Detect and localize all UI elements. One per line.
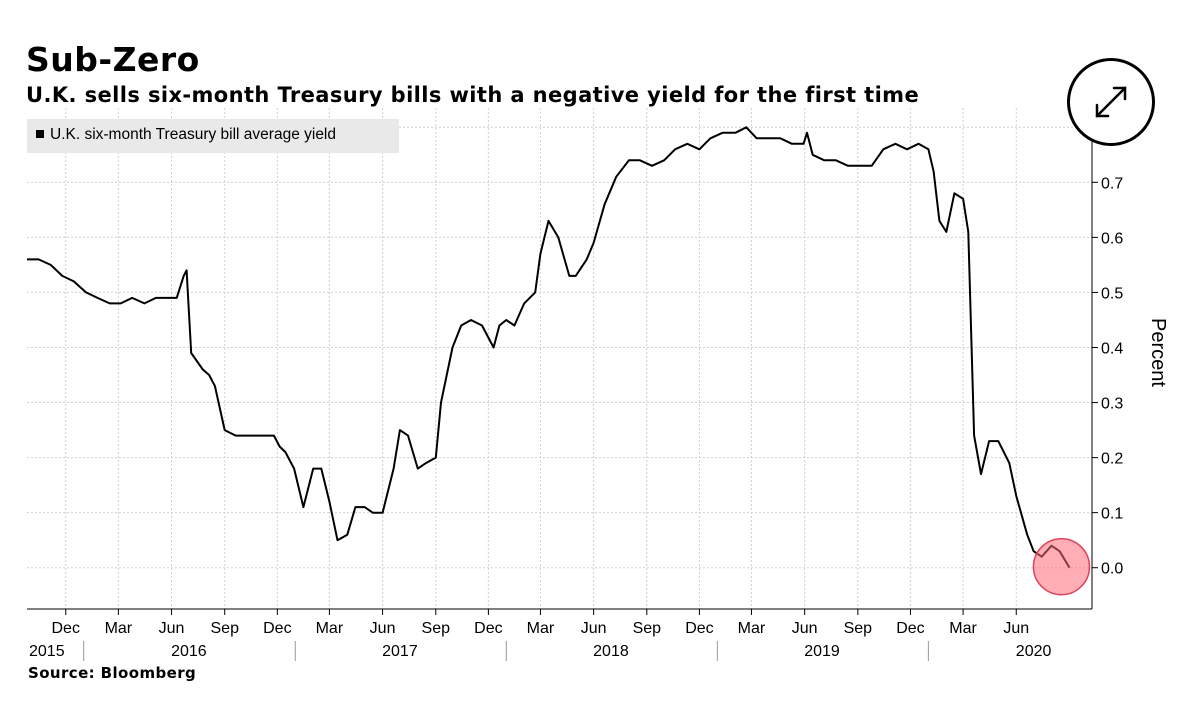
- legend-swatch: [36, 130, 44, 138]
- x-tick-label: Jun: [581, 620, 607, 637]
- x-tick-label: Jun: [792, 620, 818, 637]
- year-label: 2018: [593, 643, 629, 660]
- x-tick-label: Sep: [422, 620, 451, 637]
- y-tick-label: 0.1: [1101, 506, 1123, 523]
- series-line: [27, 126, 1071, 569]
- x-tick-label: Sep: [633, 620, 662, 637]
- x-tick-label: Dec: [263, 620, 291, 637]
- expand-arrows-icon: [1095, 86, 1127, 118]
- y-tick-label: 0.4: [1101, 340, 1123, 357]
- y-tick-label: 0.3: [1101, 396, 1123, 413]
- x-tick-label: Dec: [896, 620, 924, 637]
- chart-subtitle: U.K. sells six-month Treasury bills with…: [26, 83, 920, 107]
- axes: 0.00.10.20.30.40.50.60.70.8DecMarJunSepD…: [27, 108, 1169, 661]
- x-tick-label: Sep: [211, 620, 240, 637]
- expand-button[interactable]: [1067, 58, 1155, 146]
- y-tick-label: 0.7: [1101, 175, 1123, 192]
- source-note: Source: Bloomberg: [28, 664, 197, 682]
- y-tick-label: 0.5: [1101, 285, 1123, 302]
- legend-entry: U.K. six-month Treasury bill average yie…: [50, 126, 336, 143]
- legend: U.K. six-month Treasury bill average yie…: [27, 119, 399, 153]
- year-label: 2017: [382, 643, 418, 660]
- gridlines: [27, 108, 1092, 609]
- year-label: 2019: [804, 643, 840, 660]
- y-axis-label: Percent: [1147, 318, 1169, 387]
- x-tick-label: Jun: [370, 620, 396, 637]
- x-tick-label: Mar: [949, 620, 977, 637]
- highlight-circle: [1032, 537, 1091, 596]
- x-tick-label: Dec: [685, 620, 713, 637]
- series: [27, 126, 1091, 596]
- y-tick-label: 0.6: [1101, 230, 1123, 247]
- x-tick-label: Jun: [159, 620, 185, 637]
- chart-title: Sub-Zero: [26, 40, 200, 79]
- y-tick-label: 0.2: [1101, 451, 1123, 468]
- year-label: 2015: [29, 643, 65, 660]
- x-tick-label: Dec: [52, 620, 80, 637]
- x-tick-label: Mar: [738, 620, 766, 637]
- x-tick-label: Mar: [105, 620, 133, 637]
- legend-background: [27, 119, 399, 153]
- year-label: 2016: [171, 643, 207, 660]
- y-tick-label: 0.0: [1101, 561, 1123, 578]
- x-tick-label: Mar: [527, 620, 555, 637]
- x-tick-label: Jun: [1003, 620, 1029, 637]
- x-tick-label: Dec: [474, 620, 502, 637]
- x-tick-label: Sep: [844, 620, 873, 637]
- year-label: 2020: [1016, 643, 1052, 660]
- x-tick-label: Mar: [316, 620, 344, 637]
